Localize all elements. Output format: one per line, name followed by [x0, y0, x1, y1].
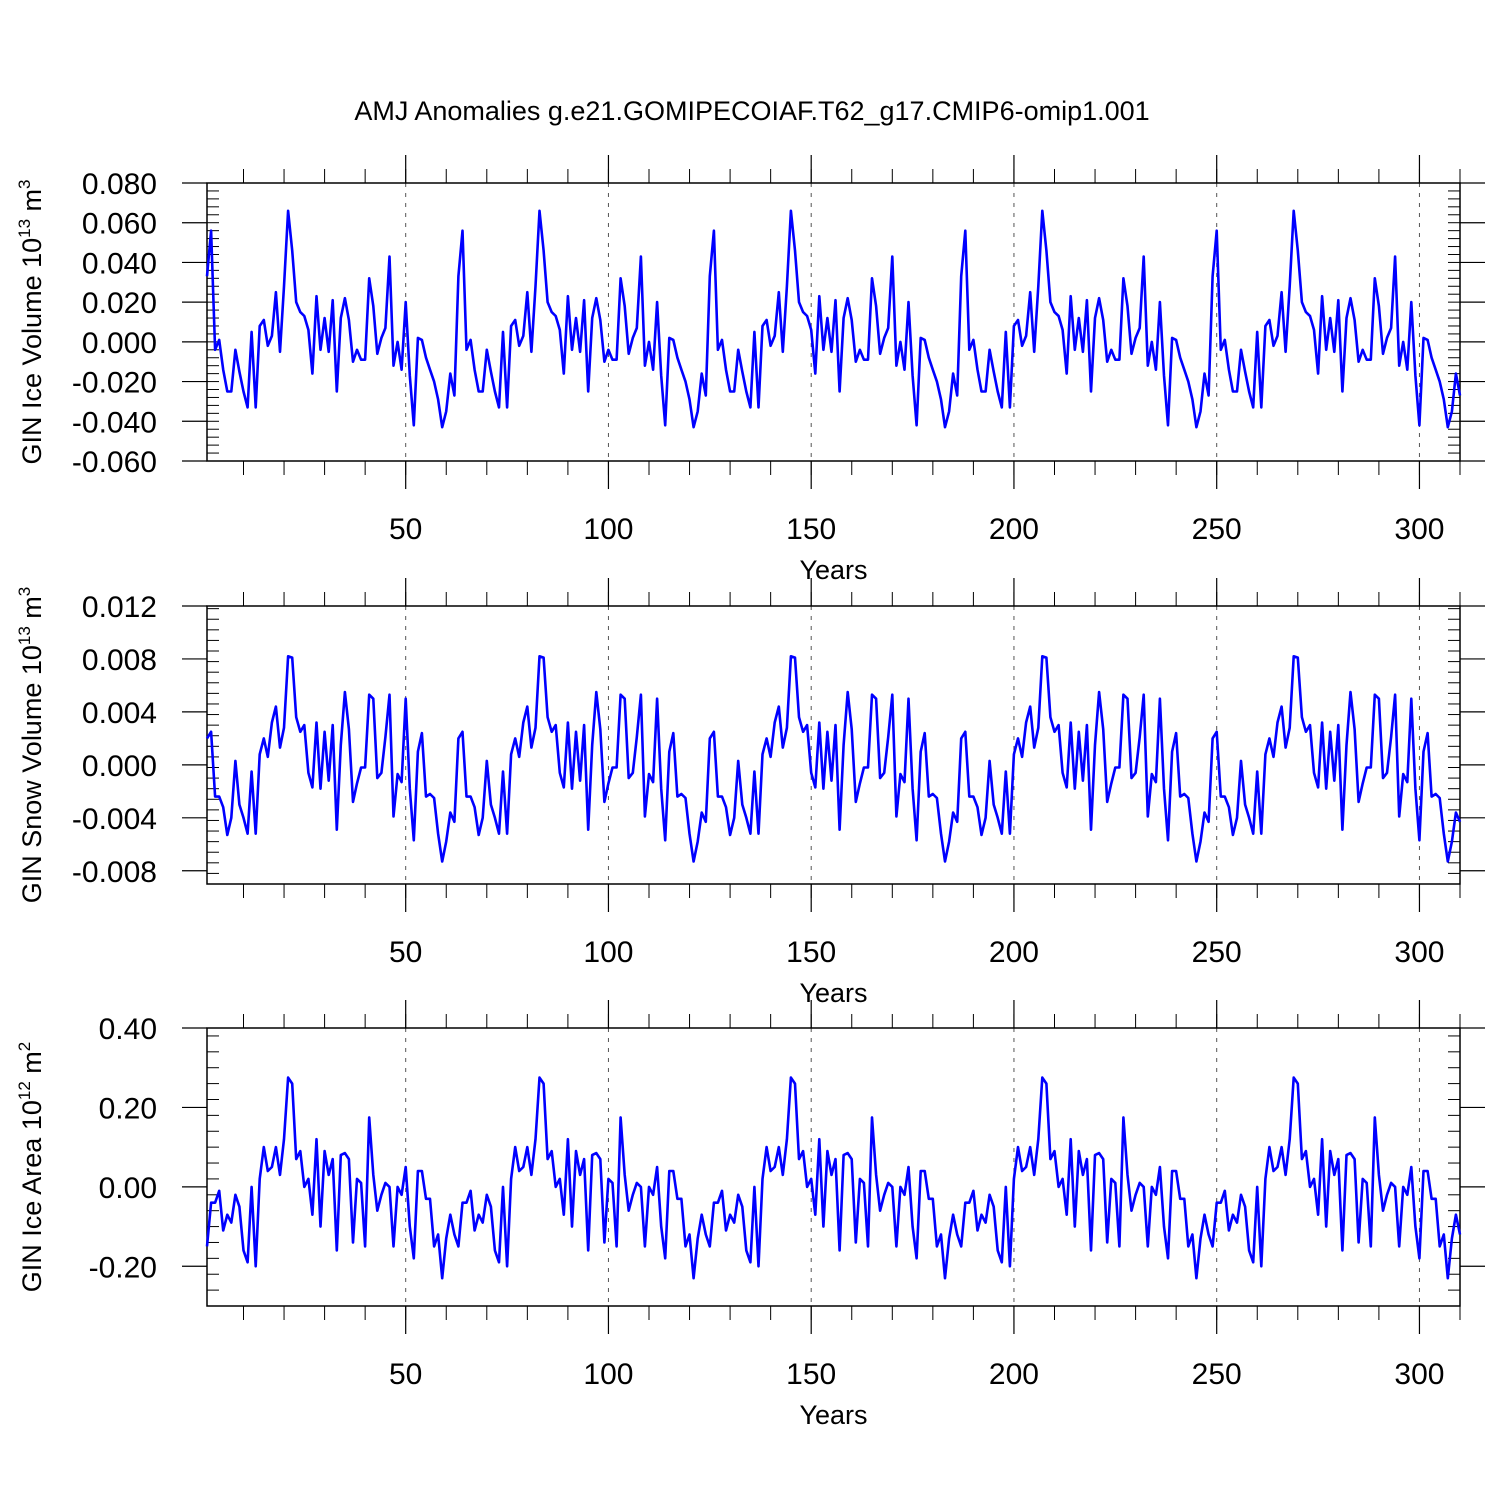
chart-title: AMJ Anomalies g.e21.GOMIPECOIAF.T62_g17.… [354, 96, 1149, 126]
x-tick-label: 150 [786, 936, 836, 969]
y-tick-label: 0.008 [82, 644, 157, 677]
y-tick-label: 0.004 [82, 697, 157, 730]
y-tick-label: 0.20 [99, 1092, 157, 1125]
x-tick-label: 100 [583, 513, 633, 546]
plot-frame [206, 1027, 1461, 1307]
y-axis-title-unit: m [17, 189, 47, 219]
series-line [205, 209, 1462, 429]
y-axis-title: GIN Ice Area 1012 m2 [15, 1042, 47, 1293]
y-axis-title-text: GIN Ice Volume 10 [17, 238, 47, 465]
series-line [205, 1076, 1462, 1280]
y-tick-label: 0.000 [82, 327, 157, 360]
y-tick-label: -0.060 [72, 446, 157, 479]
y-axis-title-text: GIN Snow Volume 10 [17, 645, 47, 903]
y-axis-title-text: GIN Ice Area 10 [17, 1100, 47, 1292]
plot-frame [206, 182, 1461, 462]
x-tick-label: 300 [1394, 936, 1444, 969]
x-tick-label: 300 [1394, 1358, 1444, 1391]
x-tick-label: 200 [989, 513, 1039, 546]
x-tick-label: 50 [389, 936, 422, 969]
y-tick-label: 0.040 [82, 247, 157, 280]
x-tick-label: 150 [786, 1358, 836, 1391]
x-tick-label: 100 [583, 936, 633, 969]
x-axis-title: Years [799, 1400, 867, 1430]
y-tick-label: 0.40 [99, 1013, 157, 1046]
y-tick-label: -0.040 [72, 406, 157, 439]
y-axis-title: GIN Snow Volume 1013 m3 [15, 587, 47, 904]
y-tick-label: -0.020 [72, 367, 157, 400]
y-axis-title-exponent: 13 [15, 219, 34, 238]
y-tick-label: 0.012 [82, 591, 157, 624]
y-tick-label: -0.004 [72, 803, 157, 836]
y-axis-title-unit: m [17, 596, 47, 626]
y-tick-label: 0.000 [82, 750, 157, 783]
plot-frame [206, 605, 1461, 885]
x-tick-label: 250 [1192, 936, 1242, 969]
x-tick-label: 200 [989, 936, 1039, 969]
series-line [205, 654, 1462, 863]
y-axis-title-unit: m [17, 1051, 47, 1081]
x-tick-label: 300 [1394, 513, 1444, 546]
y-axis-title-unit-exponent: 3 [15, 179, 34, 188]
y-tick-label: -0.20 [89, 1251, 157, 1284]
y-axis-title-exponent: 13 [15, 626, 34, 645]
x-tick-label: 50 [389, 1358, 422, 1391]
y-axis-title-unit-exponent: 3 [15, 587, 34, 596]
panel-snow-volume: -0.008 -0.004 0.000 0.004 0.008 0.012 50 100 150… [15, 578, 1485, 1008]
x-axis-title: Years [799, 978, 867, 1008]
y-tick-label: 0.020 [82, 287, 157, 320]
x-tick-label: 250 [1192, 1358, 1242, 1391]
y-tick-label: -0.008 [72, 856, 157, 889]
y-tick-label: 0.060 [82, 208, 157, 241]
x-tick-label: 250 [1192, 513, 1242, 546]
y-axis-title-exponent: 12 [15, 1081, 34, 1100]
y-tick-label: 0.080 [82, 168, 157, 201]
y-axis-title: GIN Ice Volume 1013 m3 [15, 179, 47, 464]
panel-ice-volume: -0.060 -0.040 -0.020 0.000 0.020 0.040 0.060 0.… [15, 155, 1485, 585]
y-tick-label: 0.00 [99, 1172, 157, 1205]
x-tick-label: 200 [989, 1358, 1039, 1391]
x-tick-label: 150 [786, 513, 836, 546]
y-axis-title-unit-exponent: 2 [15, 1042, 34, 1051]
x-axis-title: Years [799, 555, 867, 585]
panel-ice-area: -0.20 0.00 0.20 0.40 50 100 150 200 250 300 Years G… [15, 1000, 1485, 1430]
x-tick-label: 50 [389, 513, 422, 546]
x-tick-label: 100 [583, 1358, 633, 1391]
